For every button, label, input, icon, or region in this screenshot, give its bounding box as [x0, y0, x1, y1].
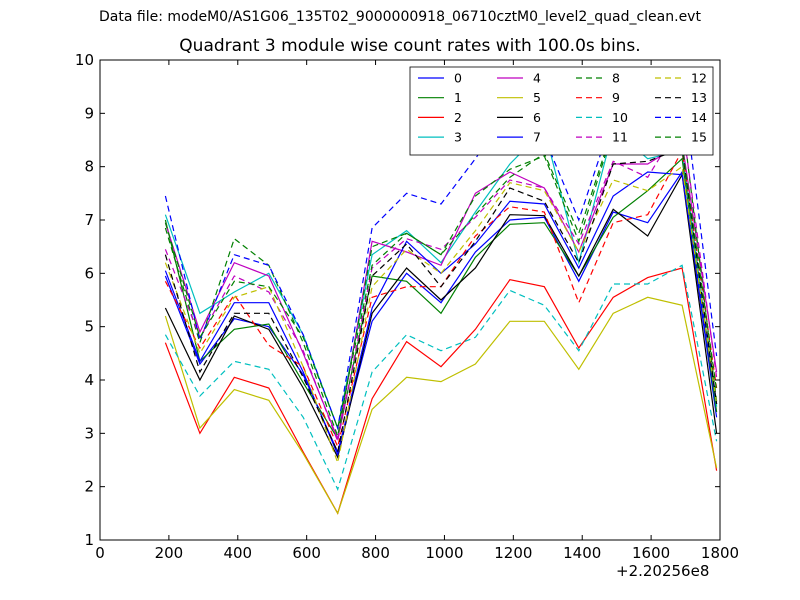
series-line-11	[164, 119, 718, 444]
y-tick-label: 3	[84, 424, 94, 442]
legend-label-3: 3	[454, 130, 462, 145]
legend-label-10: 10	[612, 110, 628, 125]
series-line-1	[164, 157, 718, 441]
series-line-2	[164, 267, 718, 515]
x-tick-label: 1800	[701, 544, 739, 562]
x-axis-offset-label: +2.20256e8	[616, 562, 710, 580]
series-line-0	[164, 170, 718, 454]
figure-suptitle: Data file: modeM0/AS1G06_135T02_90000009…	[99, 9, 701, 25]
series-line-15	[164, 128, 718, 431]
series-line-3	[164, 128, 718, 431]
legend-label-13: 13	[691, 90, 707, 105]
y-tick-label: 10	[75, 51, 94, 69]
x-tick-label: 200	[155, 544, 184, 562]
series-line-6	[164, 172, 718, 460]
legend-label-8: 8	[612, 71, 620, 86]
legend-label-12: 12	[691, 71, 707, 86]
legend-label-9: 9	[612, 90, 620, 105]
y-tick-label: 2	[84, 478, 94, 496]
legend-label-2: 2	[454, 110, 462, 125]
series-line-13	[164, 147, 718, 454]
legend-label-14: 14	[691, 110, 707, 125]
x-tick-label: 1200	[494, 544, 532, 562]
y-tick-label: 9	[84, 104, 94, 122]
series-line-4	[164, 141, 718, 441]
legend-label-6: 6	[533, 110, 541, 125]
x-tick-label: 0	[95, 544, 105, 562]
series-line-9	[164, 148, 718, 449]
y-tick-label: 1	[84, 531, 94, 549]
series-line-5	[164, 296, 718, 515]
plot-area-frame	[99, 59, 721, 541]
legend-label-5: 5	[533, 90, 541, 105]
y-tick-label: 8	[84, 158, 94, 176]
x-tick-label: 1000	[425, 544, 463, 562]
legend-label-1: 1	[454, 90, 462, 105]
series-line-10	[164, 264, 718, 491]
x-tick-label: 1400	[563, 544, 601, 562]
y-tick-label: 6	[84, 264, 94, 282]
y-tick-label: 5	[84, 318, 94, 336]
legend-label-0: 0	[454, 71, 462, 86]
series-layer	[164, 80, 718, 515]
x-tick-label: 600	[292, 544, 321, 562]
x-tick-label: 400	[223, 544, 252, 562]
legend-label-4: 4	[533, 71, 541, 86]
legend-label-7: 7	[533, 130, 541, 145]
series-line-12	[164, 165, 718, 465]
y-tick-label: 4	[84, 371, 94, 389]
x-tick-label: 1600	[632, 544, 670, 562]
legend-label-15: 15	[691, 130, 707, 145]
x-axis: 0 200 400 600 800 1000 1200 1400 1600 1800	[95, 60, 739, 562]
y-tick-label: 7	[84, 211, 94, 229]
chart-title: Quadrant 3 module wise count rates with …	[179, 36, 641, 56]
legend-box	[409, 66, 714, 156]
legend-label-11: 11	[612, 130, 628, 145]
x-tick-label: 800	[361, 544, 390, 562]
